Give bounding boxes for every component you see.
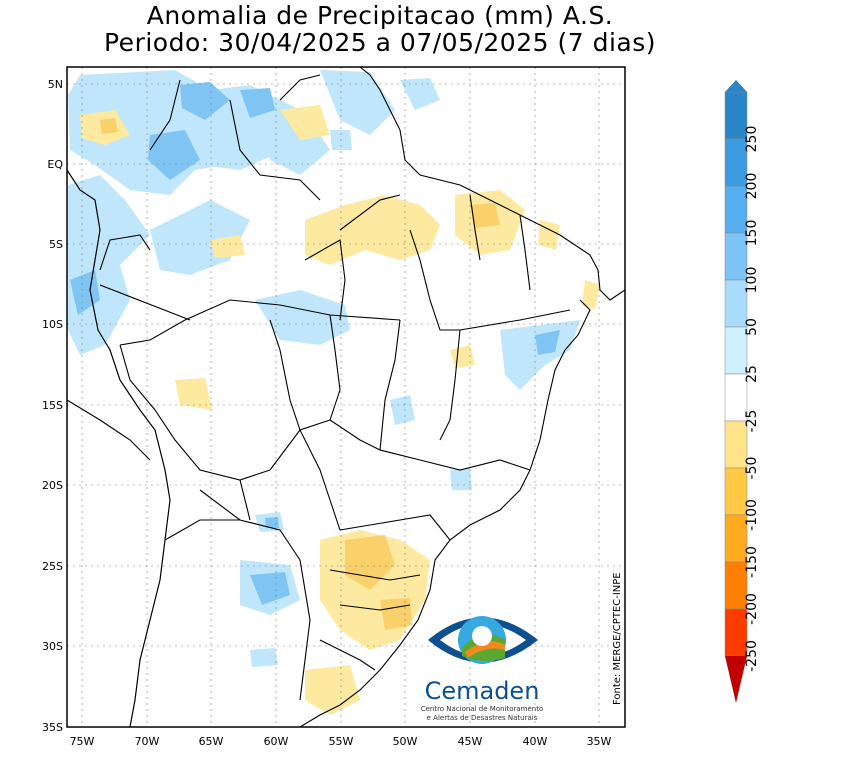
legend-label: -150: [744, 546, 760, 578]
lon-label: 50W: [393, 735, 418, 748]
lon-label: 70W: [135, 735, 160, 748]
legend-label: 200: [744, 173, 760, 200]
lat-label: 35S: [42, 721, 63, 734]
lon-label: 60W: [264, 735, 289, 748]
legend-label: 150: [744, 220, 760, 247]
map-title-line1: Anomalia de Precipitacao (mm) A.S.: [146, 1, 614, 30]
logo-name: Cemaden: [425, 677, 540, 705]
coastline-and-borders: [67, 67, 625, 727]
negative-anomaly-areas: [80, 105, 600, 715]
lat-label: EQ: [47, 158, 63, 171]
lat-label: 30S: [42, 640, 63, 653]
longitude-labels: 75W 70W 65W 60W 55W 50W 45W 40W 35W: [70, 735, 612, 748]
map-gridlines: [67, 67, 625, 727]
anomaly-shading: [68, 70, 600, 715]
lon-label: 55W: [329, 735, 354, 748]
legend-label: 250: [744, 126, 760, 153]
legend-swatch: [725, 656, 747, 703]
source-credit: Fonte: MERGE/CPTEC-INPE: [612, 572, 623, 705]
color-legend: 250 200 150 100 50 25 -25 -50 -100 -150 -200 -250: [724, 80, 760, 703]
legend-cells: [724, 80, 748, 703]
lat-label: 25S: [42, 560, 63, 573]
lon-label: 40W: [523, 735, 548, 748]
latitude-labels: 5N EQ 5S 10S 15S 20S 25S 30S 35S: [42, 78, 63, 734]
map-frame: [66, 66, 626, 728]
lat-label: 15S: [42, 399, 63, 412]
logo-subtitle-line2: e Alertas de Desastres Naturais: [427, 714, 538, 722]
legend-label: -50: [744, 457, 760, 480]
lat-label: 20S: [42, 479, 63, 492]
negative-anomaly-strong-areas: [100, 118, 500, 630]
legend-labels: 250 200 150 100 50 25 -25 -50 -100 -150 -200 -250: [744, 126, 760, 672]
legend-label: -200: [744, 593, 760, 625]
lat-label: 5N: [48, 78, 63, 91]
lat-label: 10S: [42, 318, 63, 331]
lat-label: 5S: [49, 238, 63, 251]
legend-label: 100: [744, 267, 760, 294]
lon-label: 65W: [199, 735, 224, 748]
lon-label: 45W: [458, 735, 483, 748]
cemaden-logo: Cemaden Centro Nacional de Monitoramento…: [421, 616, 544, 722]
legend-label: -25: [744, 410, 760, 433]
legend-label: -100: [744, 499, 760, 531]
map-title-line2: Periodo: 30/04/2025 a 07/05/2025 (7 dias…: [104, 28, 656, 57]
lon-label: 75W: [70, 735, 95, 748]
logo-subtitle-line1: Centro Nacional de Monitoramento: [421, 705, 544, 713]
legend-label: -250: [744, 640, 760, 672]
lon-label: 35W: [587, 735, 612, 748]
eye-icon: [428, 616, 538, 664]
legend-cap-top: [725, 80, 747, 92]
legend-label: 50: [744, 318, 760, 336]
legend-label: 25: [744, 365, 760, 383]
